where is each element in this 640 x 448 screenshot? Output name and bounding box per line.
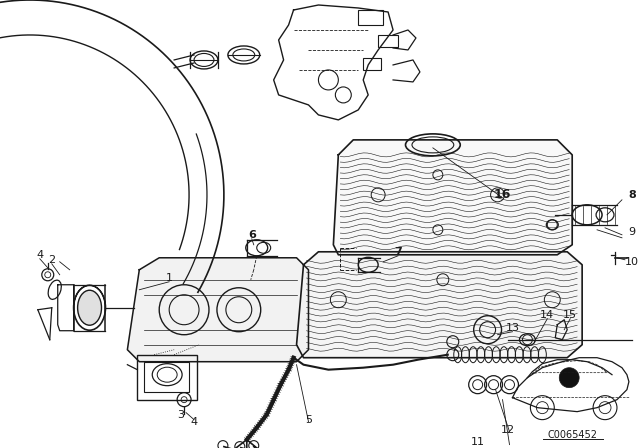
Text: 7: 7 bbox=[394, 247, 402, 257]
Text: 16: 16 bbox=[494, 188, 511, 201]
Circle shape bbox=[559, 368, 579, 388]
Text: 4: 4 bbox=[191, 417, 198, 426]
Text: 8: 8 bbox=[628, 190, 636, 200]
Polygon shape bbox=[333, 140, 572, 255]
Polygon shape bbox=[127, 258, 308, 362]
Bar bbox=[144, 362, 189, 392]
Text: 11: 11 bbox=[470, 437, 484, 447]
Text: 15: 15 bbox=[563, 310, 577, 320]
Bar bbox=[364, 58, 381, 70]
Bar bbox=[378, 35, 398, 47]
Bar bbox=[138, 355, 197, 400]
Ellipse shape bbox=[77, 290, 102, 325]
Text: 3: 3 bbox=[178, 409, 184, 420]
Text: 14: 14 bbox=[540, 310, 554, 320]
Text: 12: 12 bbox=[500, 425, 515, 435]
Text: 1: 1 bbox=[166, 273, 173, 283]
Text: 13: 13 bbox=[506, 323, 520, 333]
Text: 6: 6 bbox=[248, 230, 256, 240]
Polygon shape bbox=[296, 252, 582, 358]
Text: 4: 4 bbox=[36, 250, 44, 260]
Text: 10: 10 bbox=[625, 257, 639, 267]
Text: 2: 2 bbox=[48, 255, 55, 265]
Text: C0065452: C0065452 bbox=[547, 430, 597, 439]
Text: 9: 9 bbox=[628, 227, 636, 237]
Bar bbox=[358, 10, 383, 25]
Text: 5: 5 bbox=[305, 415, 312, 425]
